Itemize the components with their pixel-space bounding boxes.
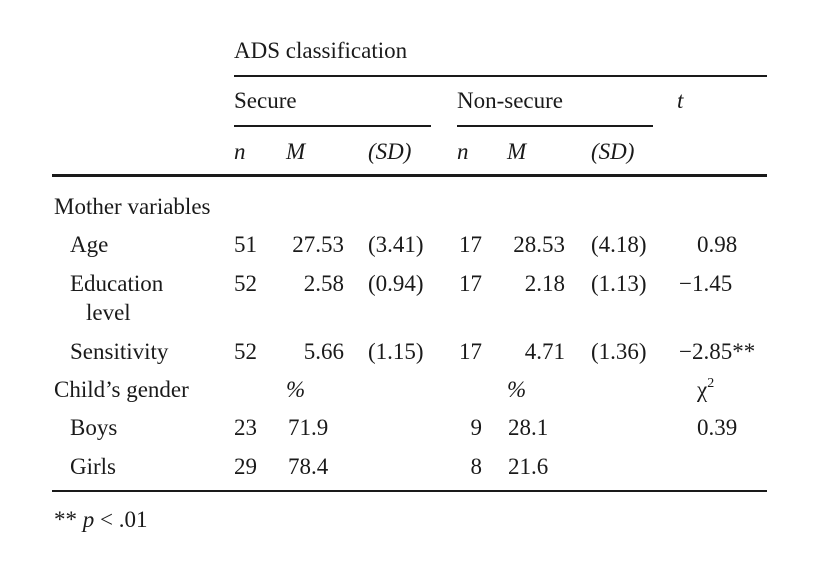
cell-chi: 0.39: [697, 415, 738, 440]
cell-t: 0.98: [697, 232, 738, 257]
row-label: Boys: [70, 415, 118, 440]
cell-m-non-secure: 2.18: [524, 271, 565, 296]
footnote-stars: **: [54, 507, 77, 532]
col-m-non-secure: M: [507, 139, 527, 164]
cell-n-secure: 51: [234, 232, 257, 257]
non-secure-rule: [457, 125, 653, 127]
group-non-secure: Non-secure: [457, 88, 564, 113]
cell-m-secure: 27.53: [292, 232, 344, 257]
cell-pct-secure: 71.9: [288, 415, 329, 440]
row-label-continued: level: [86, 300, 131, 325]
cell-sd-non-secure: (4.18): [591, 232, 647, 257]
col-pct-secure: %: [286, 377, 306, 402]
cell-t: −1.45: [679, 271, 733, 296]
cell-t: −2.85**: [679, 339, 756, 364]
row-label: Education: [70, 271, 164, 296]
secure-rule: [234, 125, 431, 127]
cell-m-secure: 2.58: [303, 271, 344, 296]
col-n-non-secure: n: [457, 139, 469, 164]
col-chi-square: χ2: [697, 376, 715, 402]
col-m-secure: M: [286, 139, 306, 164]
section-mother: Mother variables: [54, 194, 211, 219]
cell-pct-non-secure: 28.1: [508, 415, 549, 440]
cell-n-non-secure: 17: [459, 232, 482, 257]
footnote-threshold: < .01: [100, 507, 148, 532]
cell-n-secure: 23: [234, 415, 257, 440]
row-label: Age: [70, 232, 109, 257]
group-header-rule: [234, 75, 767, 77]
cell-n-non-secure: 17: [459, 271, 482, 296]
cell-sd-secure: (0.94): [368, 271, 424, 296]
row-label: Girls: [70, 454, 116, 479]
cell-n-non-secure: 17: [459, 339, 482, 364]
cell-pct-non-secure: 21.6: [508, 454, 549, 479]
cell-n-secure: 52: [234, 271, 257, 296]
cell-sd-secure: (3.41): [368, 232, 424, 257]
cell-m-secure: 5.66: [303, 339, 344, 364]
cell-n-secure: 29: [234, 454, 257, 479]
footnote-p: p: [82, 507, 95, 532]
group-secure: Secure: [234, 88, 297, 113]
chi-superscript: 2: [707, 376, 715, 391]
header-bottom-rule: [52, 174, 767, 177]
col-sd-non-secure: (SD): [591, 139, 635, 164]
col-pct-non-secure: %: [507, 377, 527, 402]
chi-symbol: χ: [697, 377, 708, 402]
table-bottom-rule: [52, 490, 767, 492]
footnote: ** p < .01: [54, 508, 147, 531]
cell-m-non-secure: 28.53: [513, 232, 565, 257]
cell-sd-secure: (1.15): [368, 339, 424, 364]
cell-n-non-secure: 8: [470, 454, 483, 479]
cell-n-secure: 52: [234, 339, 257, 364]
cell-sd-non-secure: (1.36): [591, 339, 647, 364]
group-header: ADS classification: [234, 38, 408, 63]
cell-sd-non-secure: (1.13): [591, 271, 647, 296]
cell-m-non-secure: 4.71: [524, 339, 565, 364]
col-n-secure: n: [234, 139, 246, 164]
section-gender: Child’s gender: [54, 377, 189, 402]
col-sd-secure: (SD): [368, 139, 412, 164]
row-label: Sensitivity: [70, 339, 169, 364]
cell-n-non-secure: 9: [470, 415, 483, 440]
cell-pct-secure: 78.4: [288, 454, 329, 479]
group-t: t: [677, 88, 684, 113]
